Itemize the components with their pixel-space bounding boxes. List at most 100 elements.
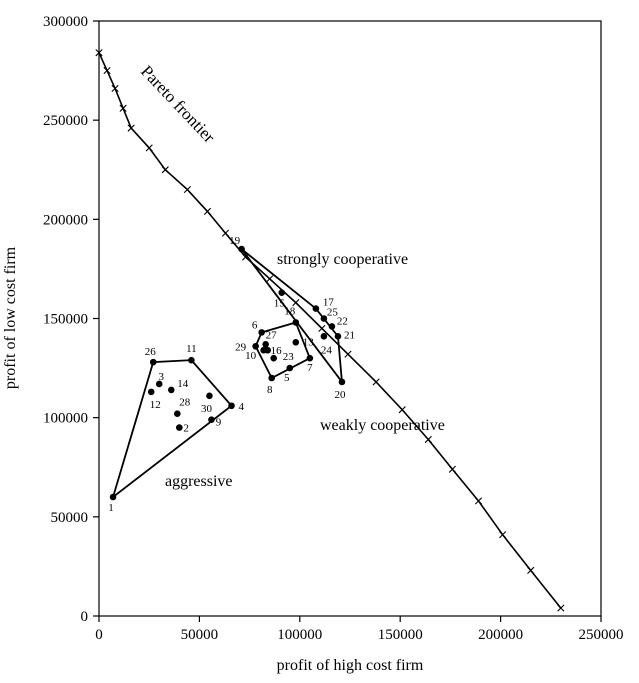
point-label-4: 4 bbox=[239, 401, 245, 413]
y-axis-title: profit of low cost firm bbox=[2, 246, 19, 389]
data-point-7 bbox=[306, 354, 314, 362]
data-point-12 bbox=[147, 388, 155, 396]
point-label-16: 16 bbox=[271, 345, 283, 357]
frontier-marker bbox=[119, 104, 127, 112]
weakly-cooperative-label: weakly cooperative bbox=[320, 417, 445, 434]
x-tick-label: 0 bbox=[95, 627, 103, 643]
data-point-2 bbox=[176, 424, 183, 431]
data-point-5 bbox=[286, 364, 294, 372]
y-tick-label: 250000 bbox=[43, 113, 88, 129]
data-point-13 bbox=[292, 339, 300, 346]
data-point-26 bbox=[149, 358, 157, 366]
point-label-10: 10 bbox=[245, 350, 257, 362]
point-label-14: 14 bbox=[177, 378, 189, 390]
point-label-3: 3 bbox=[158, 371, 164, 383]
frontier-line bbox=[98, 52, 562, 609]
point-label-24: 24 bbox=[321, 344, 333, 356]
frontier-label: Pareto frontier bbox=[137, 62, 219, 147]
point-label-26: 26 bbox=[145, 346, 157, 358]
data-point-19 bbox=[238, 245, 245, 253]
point-label-11: 11 bbox=[186, 343, 197, 355]
y-tick-label: 50000 bbox=[51, 510, 89, 526]
frontier-marker bbox=[221, 229, 230, 237]
point-label-29: 29 bbox=[235, 341, 247, 353]
point-label-25: 25 bbox=[327, 307, 339, 319]
frontier-marker bbox=[145, 144, 153, 152]
frontier-marker bbox=[372, 378, 380, 386]
data-point-1 bbox=[109, 493, 117, 501]
point-label-15: 15 bbox=[274, 298, 286, 310]
data-point-23 bbox=[270, 354, 277, 362]
frontier-marker bbox=[527, 566, 535, 574]
data-point-29 bbox=[252, 342, 259, 350]
y-tick-label: 200000 bbox=[43, 212, 88, 228]
x-axis-title: profit of high cost firm bbox=[277, 657, 424, 674]
frontier-marker bbox=[203, 207, 212, 215]
point-label-5: 5 bbox=[284, 372, 290, 384]
point-label-19: 19 bbox=[229, 235, 241, 247]
pareto-frontier bbox=[95, 49, 565, 612]
data-point-3 bbox=[155, 380, 163, 388]
data-point-24 bbox=[320, 333, 328, 340]
y-tick-label: 100000 bbox=[43, 411, 88, 427]
point-label-9: 9 bbox=[216, 417, 222, 429]
point-label-12: 12 bbox=[150, 399, 161, 411]
x-tick-label: 150000 bbox=[378, 627, 423, 643]
frontier-marker bbox=[292, 299, 300, 307]
frontier-marker bbox=[474, 497, 483, 505]
frontier-marker bbox=[266, 275, 274, 283]
point-label-18: 18 bbox=[284, 305, 296, 317]
point-label-6: 6 bbox=[252, 319, 258, 331]
point-label-8: 8 bbox=[267, 384, 273, 396]
point-label-27: 27 bbox=[266, 329, 278, 341]
frontier-marker bbox=[127, 124, 135, 132]
x-tick-label: 50000 bbox=[181, 627, 219, 643]
frontier-marker bbox=[318, 324, 326, 333]
frontier-marker bbox=[448, 465, 456, 473]
y-tick-label: 0 bbox=[81, 609, 89, 625]
data-point-6 bbox=[258, 329, 265, 336]
data-points: 1234567891011121314151617181920212223242… bbox=[108, 235, 355, 514]
point-label-20: 20 bbox=[334, 389, 346, 401]
frontier-marker bbox=[183, 185, 191, 194]
point-label-22: 22 bbox=[337, 315, 348, 327]
strongly-cooperative-label: strongly cooperative bbox=[277, 251, 408, 268]
point-label-1: 1 bbox=[108, 502, 114, 514]
point-label-17: 17 bbox=[323, 297, 335, 309]
axes: 0 50000 100000 150000 200000 250000 0 50000 1000… bbox=[43, 14, 624, 643]
y-tick-label: 150000 bbox=[43, 312, 88, 328]
data-point-11 bbox=[188, 356, 195, 364]
frontier-marker bbox=[111, 84, 119, 93]
frontier-marker bbox=[161, 166, 169, 174]
x-tick-label: 100000 bbox=[277, 627, 322, 643]
frontier-marker bbox=[103, 66, 111, 75]
point-label-2: 2 bbox=[183, 423, 189, 435]
data-point-14 bbox=[167, 386, 175, 394]
data-point-21 bbox=[334, 333, 342, 340]
point-label-13: 13 bbox=[303, 336, 315, 348]
aggressive-label: aggressive bbox=[165, 473, 233, 490]
data-point-22 bbox=[328, 323, 336, 330]
data-point-15 bbox=[278, 289, 286, 297]
data-point-17 bbox=[312, 305, 320, 312]
point-label-21: 21 bbox=[344, 329, 355, 341]
data-point-30 bbox=[206, 392, 213, 400]
data-point-8 bbox=[268, 374, 275, 382]
frontier-marker bbox=[398, 406, 406, 414]
data-point-4 bbox=[228, 402, 235, 410]
data-point-9 bbox=[208, 416, 215, 423]
data-point-18 bbox=[292, 319, 300, 326]
point-label-28: 28 bbox=[179, 397, 191, 409]
frontier-marker bbox=[344, 350, 352, 358]
data-point-27 bbox=[262, 340, 269, 348]
data-point-25 bbox=[320, 315, 328, 322]
data-point-20 bbox=[338, 378, 346, 386]
x-tick-label: 250000 bbox=[579, 627, 624, 643]
x-tick-label: 200000 bbox=[478, 627, 523, 643]
frontier-marker bbox=[557, 604, 565, 612]
frontier-marker bbox=[499, 531, 507, 539]
frontier-marker bbox=[241, 253, 250, 261]
point-label-7: 7 bbox=[307, 362, 313, 374]
frontier-marker bbox=[424, 435, 432, 444]
